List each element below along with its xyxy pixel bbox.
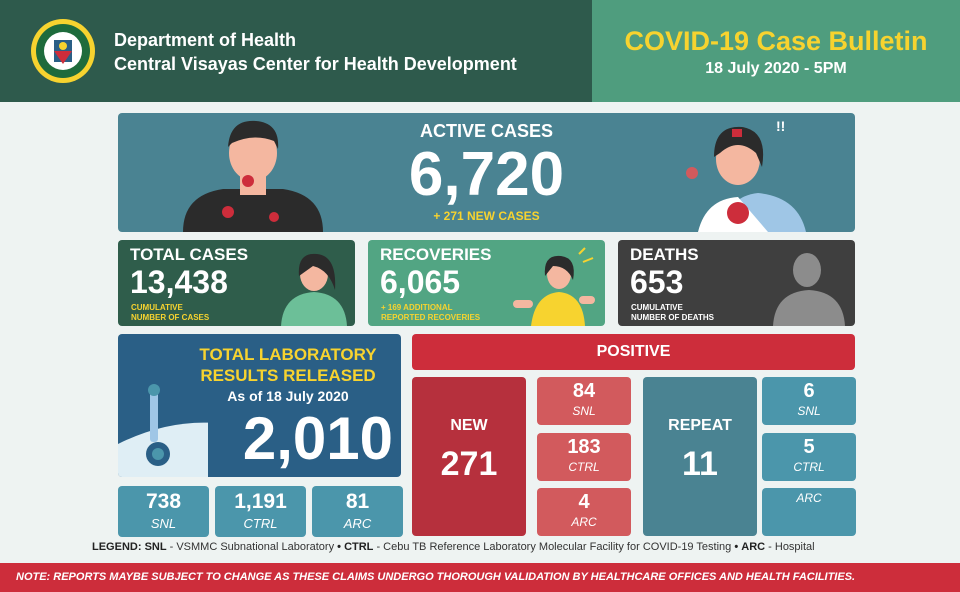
test-swab-icon [118, 384, 208, 477]
org-name: Department of Health [114, 30, 297, 50]
header-right: COVID-19 Case Bulletin 18 July 2020 - 5P… [592, 0, 960, 102]
repeat-value: 11 [682, 445, 718, 483]
sick-person-icon [183, 120, 323, 232]
lab-title-line: RESULTS RELEASED [200, 366, 376, 385]
tile-value: 1,191 [234, 490, 287, 513]
lab-title: TOTAL LABORATORY RESULTS RELEASED [178, 344, 398, 386]
recoveries-label: RECOVERIES [380, 245, 492, 264]
recoveries-value: 6,065 [380, 264, 461, 300]
caption-line: REPORTED RECOVERIES [381, 313, 481, 322]
doh-seal-icon [31, 19, 95, 83]
active-cases-label: ACTIVE CASES [419, 121, 554, 141]
recoveries-caption: + 169 ADDITIONAL REPORTED RECOVERIES [381, 303, 511, 323]
lab-total-value: 2,010 [242, 405, 393, 472]
legend-key: ARC [741, 541, 766, 553]
caption-line: CUMULATIVE [631, 303, 683, 312]
legend-text: - VSMMC Subnational Laboratory [166, 541, 335, 553]
tile-key: SNL [797, 404, 821, 418]
legend-key: SNL [144, 541, 167, 553]
total-cases-card: TOTAL CASES 13,438 CUMULATIVE NUMBER OF … [118, 240, 355, 326]
tile-key: ARC [796, 491, 822, 505]
tile-value: 183 [567, 436, 601, 458]
tile-key: CTRL [793, 460, 825, 474]
lab-asof: As of 18 July 2020 [227, 388, 349, 404]
new-positive-box: NEW 271 [412, 377, 526, 536]
caption-line: NUMBER OF DEATHS [631, 313, 714, 322]
positive-header: POSITIVE [412, 334, 855, 370]
legend-title: LEGEND: [92, 541, 142, 553]
cheering-woman-icon [513, 247, 595, 326]
repeat-label: REPEAT [668, 417, 732, 434]
legend-key: CTRL [344, 541, 374, 553]
deaths-label: DEATHS [630, 245, 699, 264]
repeat-positive-box: REPEAT 11 [643, 377, 757, 536]
svg-text:!!: !! [776, 118, 785, 134]
new-arc-tile: 4 ARC [537, 488, 631, 536]
caption-line: + 169 ADDITIONAL [381, 303, 453, 312]
repeat-snl-tile: 6 SNL [762, 377, 856, 425]
active-cases-value: 6,720 [408, 140, 565, 209]
legend-text: - Cebu TB Reference Laboratory Molecular… [373, 541, 732, 553]
header-left: Department of Health Central Visayas Cen… [0, 0, 592, 102]
new-value: 271 [440, 445, 498, 483]
coughing-woman-icon: !! [686, 118, 806, 232]
tile-value: 738 [145, 490, 182, 513]
total-cases-label: TOTAL CASES [130, 245, 249, 264]
new-cases-note: + 271 NEW CASES [433, 209, 540, 223]
tile-value: 5 [803, 436, 815, 458]
tile-key: ARC [571, 515, 597, 529]
caption-line: NUMBER OF CASES [131, 313, 210, 322]
tile-key: SNL [572, 404, 596, 418]
active-cases-card: ACTIVE CASES 6,720 + 271 NEW CASES !! [118, 113, 855, 232]
disclaimer-note: NOTE: REPORTS MAYBE SUBJECT TO CHANGE AS… [0, 563, 960, 592]
repeat-ctrl-tile: 5 CTRL [762, 433, 856, 481]
legend: LEGEND: SNL - VSMMC Subnational Laborato… [92, 541, 815, 553]
tile-value: 84 [572, 380, 596, 402]
lab-title-line: TOTAL LABORATORY [199, 345, 377, 364]
lab-arc-tile: 81 ARC [312, 486, 403, 537]
tile-key: ARC [343, 516, 372, 531]
lab-results-card: TOTAL LABORATORY RESULTS RELEASED As of … [118, 334, 401, 477]
deaths-caption: CUMULATIVE NUMBER OF DEATHS [631, 303, 761, 323]
deaths-card: DEATHS 653 CUMULATIVE NUMBER OF DEATHS [618, 240, 855, 326]
tile-value: 4 [578, 491, 590, 513]
bulletin-title: COVID-19 Case Bulletin [624, 26, 928, 56]
org-subname: Central Visayas Center for Health Develo… [114, 54, 517, 74]
bulletin-date: 18 July 2020 - 5PM [705, 60, 847, 77]
tile-value: 81 [345, 490, 370, 513]
legend-text: - Hospital [765, 541, 815, 553]
total-cases-value: 13,438 [130, 264, 228, 300]
person-silhouette-icon [773, 253, 845, 326]
deaths-value: 653 [630, 264, 684, 300]
new-snl-tile: 84 SNL [537, 377, 631, 425]
tile-key: CTRL [568, 460, 600, 474]
woman-icon [281, 253, 347, 326]
tile-key: CTRL [243, 516, 278, 531]
tile-value: 6 [803, 380, 815, 402]
lab-ctrl-tile: 1,191 CTRL [215, 486, 306, 537]
total-cases-caption: CUMULATIVE NUMBER OF CASES [131, 303, 261, 323]
tile-key: SNL [150, 516, 177, 531]
lab-snl-tile: 738 SNL [118, 486, 209, 537]
recoveries-card: RECOVERIES 6,065 + 169 ADDITIONAL REPORT… [368, 240, 605, 326]
caption-line: CUMULATIVE [131, 303, 183, 312]
new-ctrl-tile: 183 CTRL [537, 433, 631, 481]
repeat-arc-tile: ARC [762, 488, 856, 536]
new-label: NEW [450, 417, 488, 434]
